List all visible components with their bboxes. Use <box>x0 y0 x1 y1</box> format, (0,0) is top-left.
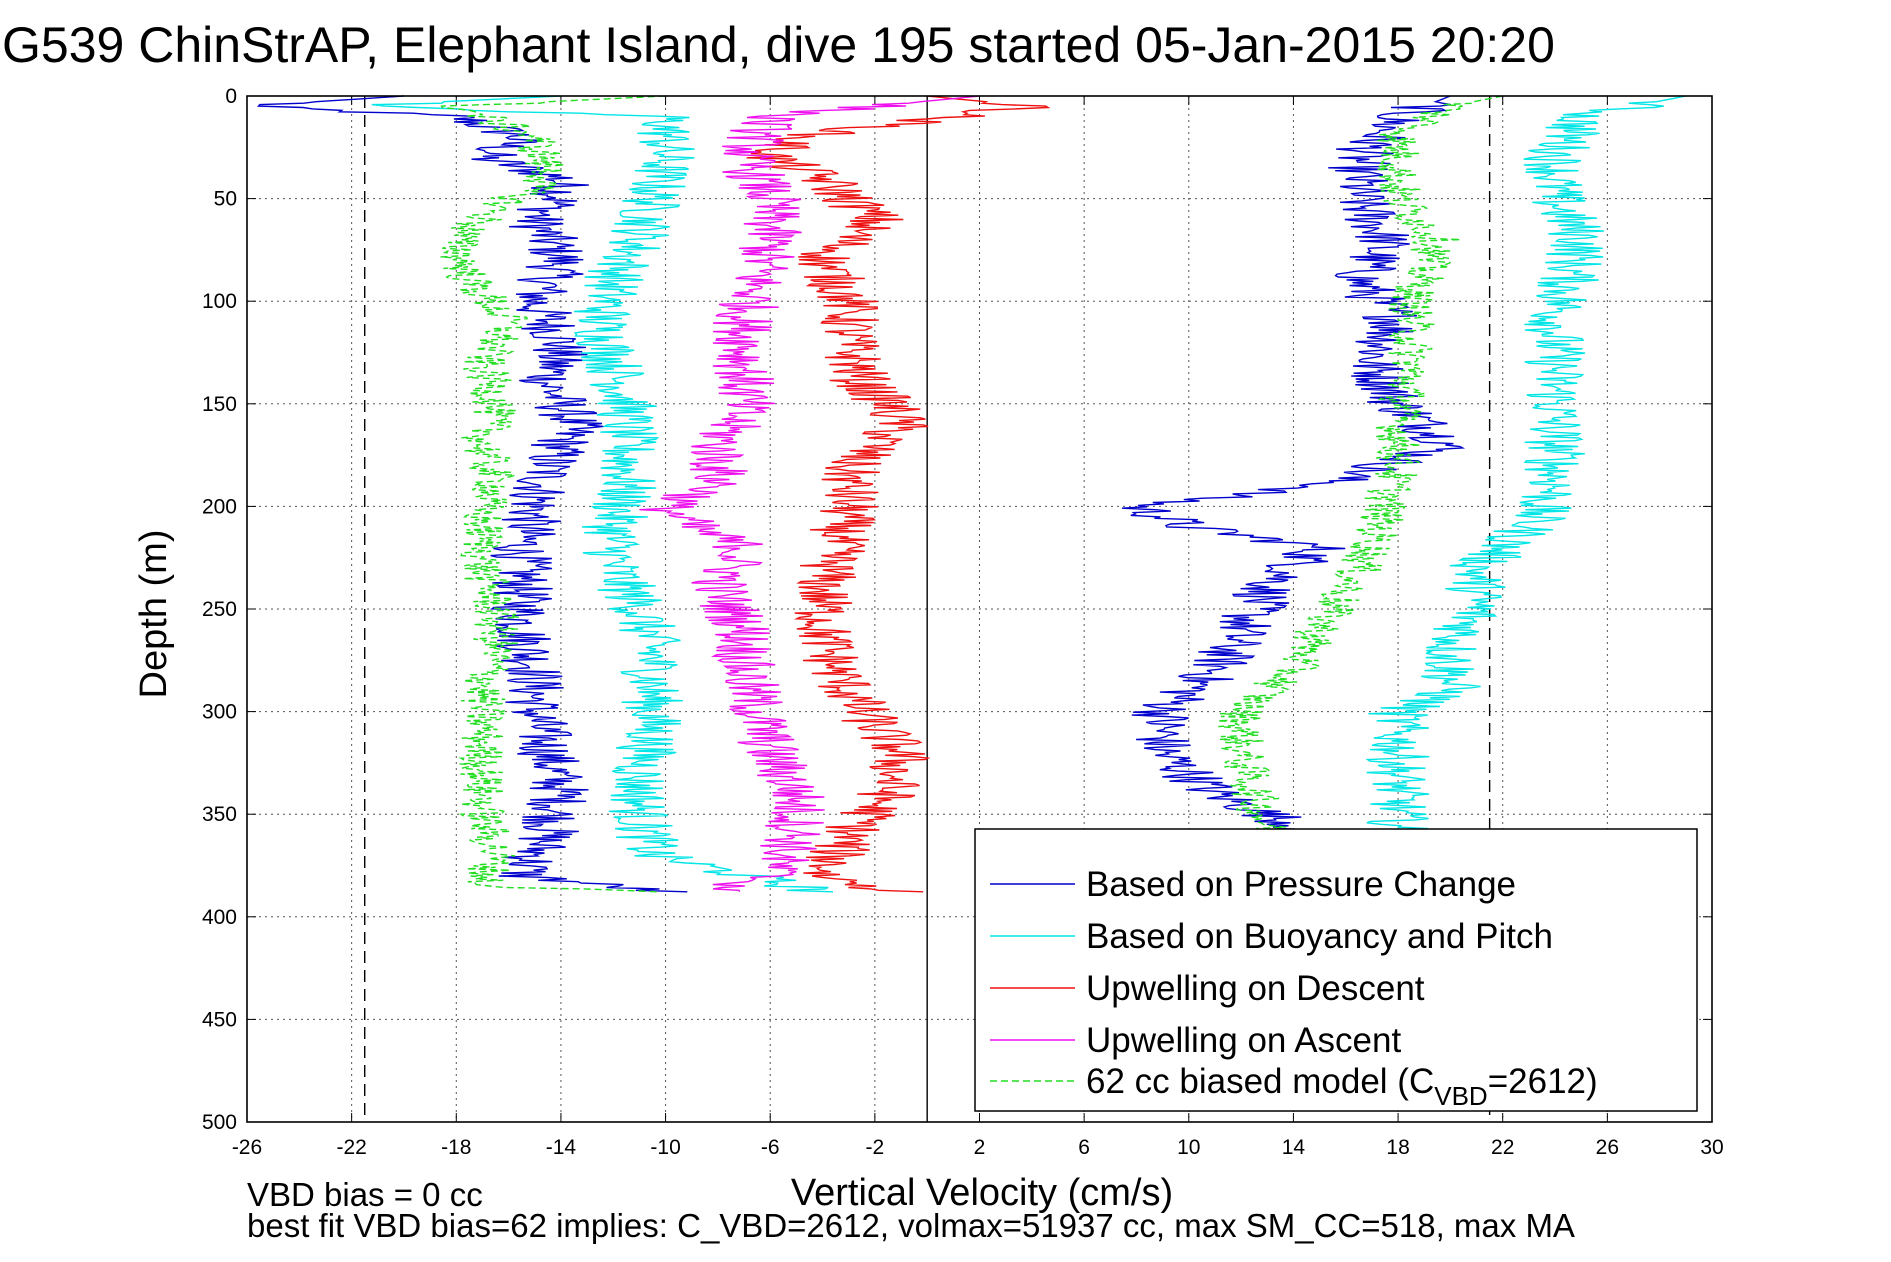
series-group <box>256 95 1686 893</box>
series-line-biased_model_ascent <box>1217 95 1503 835</box>
y-tick-label: 50 <box>214 188 237 211</box>
x-tick-label: 6 <box>1078 1136 1090 1159</box>
x-tick-label: -22 <box>336 1136 366 1159</box>
x-tick-label: 14 <box>1282 1136 1306 1159</box>
y-tick-labels: 0 50 100 150 200 250 300 350 400 450 500 <box>202 85 237 1134</box>
legend: Based on Pressure Change Based on Buoyanc… <box>974 828 1698 1112</box>
x-tick-label: -26 <box>232 1136 262 1159</box>
vbd-bias-note: VBD bias = 0 cc <box>247 1176 483 1213</box>
y-tick-label: 350 <box>202 803 237 826</box>
series-line-buoyancy_ascent <box>1365 95 1686 835</box>
plot-frame <box>246 95 1713 1123</box>
y-tick-label: 450 <box>202 1008 237 1031</box>
x-tick-label: 18 <box>1386 1136 1409 1159</box>
x-tick-label: -6 <box>761 1136 780 1159</box>
y-tick-label: 100 <box>202 290 237 313</box>
legend-label: Based on Pressure Change <box>1086 865 1516 904</box>
x-tick-label: 30 <box>1700 1136 1723 1159</box>
x-axis-label: Vertical Velocity (cm/s) <box>791 1172 1173 1214</box>
x-tick-label: 26 <box>1596 1136 1619 1159</box>
series-line-upwelling_ascent <box>639 95 980 893</box>
y-tick-label: 250 <box>202 598 237 621</box>
x-tick-label: -10 <box>650 1136 680 1159</box>
best-fit-note: best fit VBD bias=62 implies: C_VBD=2612… <box>247 1207 1575 1244</box>
legend-label: Based on Buoyancy and Pitch <box>1086 917 1553 956</box>
legend-label: 62 cc biased model (CVBD=2612) <box>1086 1062 1598 1111</box>
series-line-buoyancy_descent <box>371 95 834 893</box>
x-tick-label: -18 <box>441 1136 471 1159</box>
x-tick-label: -14 <box>546 1136 577 1159</box>
legend-box <box>974 828 1698 1112</box>
x-tick-label: 10 <box>1177 1136 1200 1159</box>
y-axis-label: Depth (m) <box>133 530 175 699</box>
x-tick-label: 22 <box>1491 1136 1514 1159</box>
series-line-pressure_descent <box>256 95 688 893</box>
x-tick-label: -2 <box>866 1136 885 1159</box>
chart-title: G539 ChinStrAP, Elephant Island, dive 19… <box>2 17 1555 73</box>
series-line-biased_model_descent <box>440 95 666 893</box>
series-line-upwelling_descent <box>746 95 1051 893</box>
y-tick-label: 150 <box>202 393 237 416</box>
series-line-pressure_ascent <box>1121 95 1466 856</box>
y-tick-label: 500 <box>202 1111 237 1134</box>
legend-label: Upwelling on Descent <box>1086 969 1425 1008</box>
y-tick-label: 400 <box>202 906 237 929</box>
x-tick-label: 2 <box>974 1136 986 1159</box>
legend-label: Upwelling on Ascent <box>1086 1021 1401 1060</box>
y-tick-label: 300 <box>202 701 237 724</box>
y-tick-label: 200 <box>202 495 237 518</box>
y-tick-label: 0 <box>225 85 237 108</box>
x-tick-labels: -26 -22 -18 -14 -10 -6 -2 2 6 10 14 18 22 26 30 <box>232 1136 1724 1159</box>
